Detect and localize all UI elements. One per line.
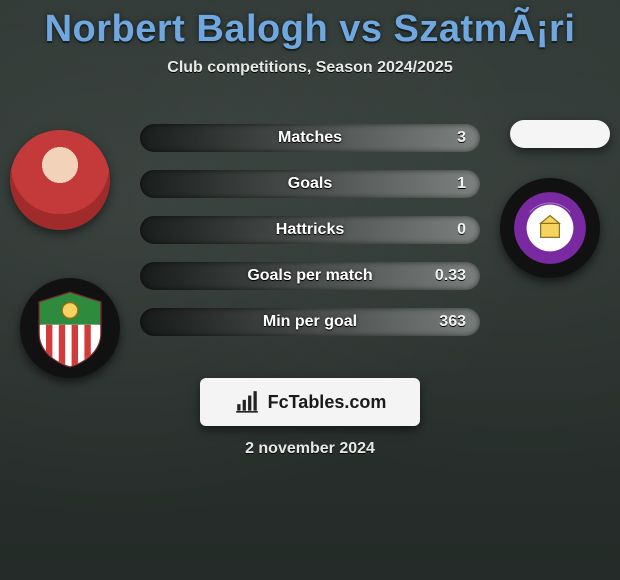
stat-value: 363 — [439, 308, 466, 336]
player1-club-badge — [20, 278, 120, 378]
stat-label: Goals per match — [247, 262, 372, 290]
brand-box[interactable]: FcTables.com — [200, 378, 420, 426]
player2-placeholder — [510, 120, 610, 148]
stat-row: Hattricks 0 — [140, 216, 480, 244]
page-subtitle: Club competitions, Season 2024/2025 — [0, 59, 620, 77]
stat-row: Goals 1 — [140, 170, 480, 198]
stat-value: 0 — [457, 216, 466, 244]
stat-row: Goals per match 0.33 — [140, 262, 480, 290]
bar-chart-icon — [234, 389, 260, 415]
stat-value: 0.33 — [435, 262, 466, 290]
date-label: 2 november 2024 — [0, 440, 620, 458]
player2-club-badge — [500, 178, 600, 278]
stat-value: 1 — [457, 170, 466, 198]
shield-icon — [511, 189, 589, 267]
stats-list: Matches 3 Goals 1 Hattricks 0 Goals per … — [140, 124, 480, 354]
player1-photo — [10, 130, 110, 230]
stat-label: Matches — [278, 124, 342, 152]
stat-row: Matches 3 — [140, 124, 480, 152]
brand-text: FcTables.com — [268, 392, 387, 413]
stat-label: Goals — [288, 170, 332, 198]
stat-row: Min per goal 363 — [140, 308, 480, 336]
stat-label: Hattricks — [276, 216, 344, 244]
shield-icon — [30, 288, 110, 368]
page-title: Norbert Balogh vs SzatmÃ¡ri — [0, 0, 620, 51]
stat-value: 3 — [457, 124, 466, 152]
comparison-card: Norbert Balogh vs SzatmÃ¡ri Club competi… — [0, 0, 620, 580]
stat-label: Min per goal — [263, 308, 357, 336]
